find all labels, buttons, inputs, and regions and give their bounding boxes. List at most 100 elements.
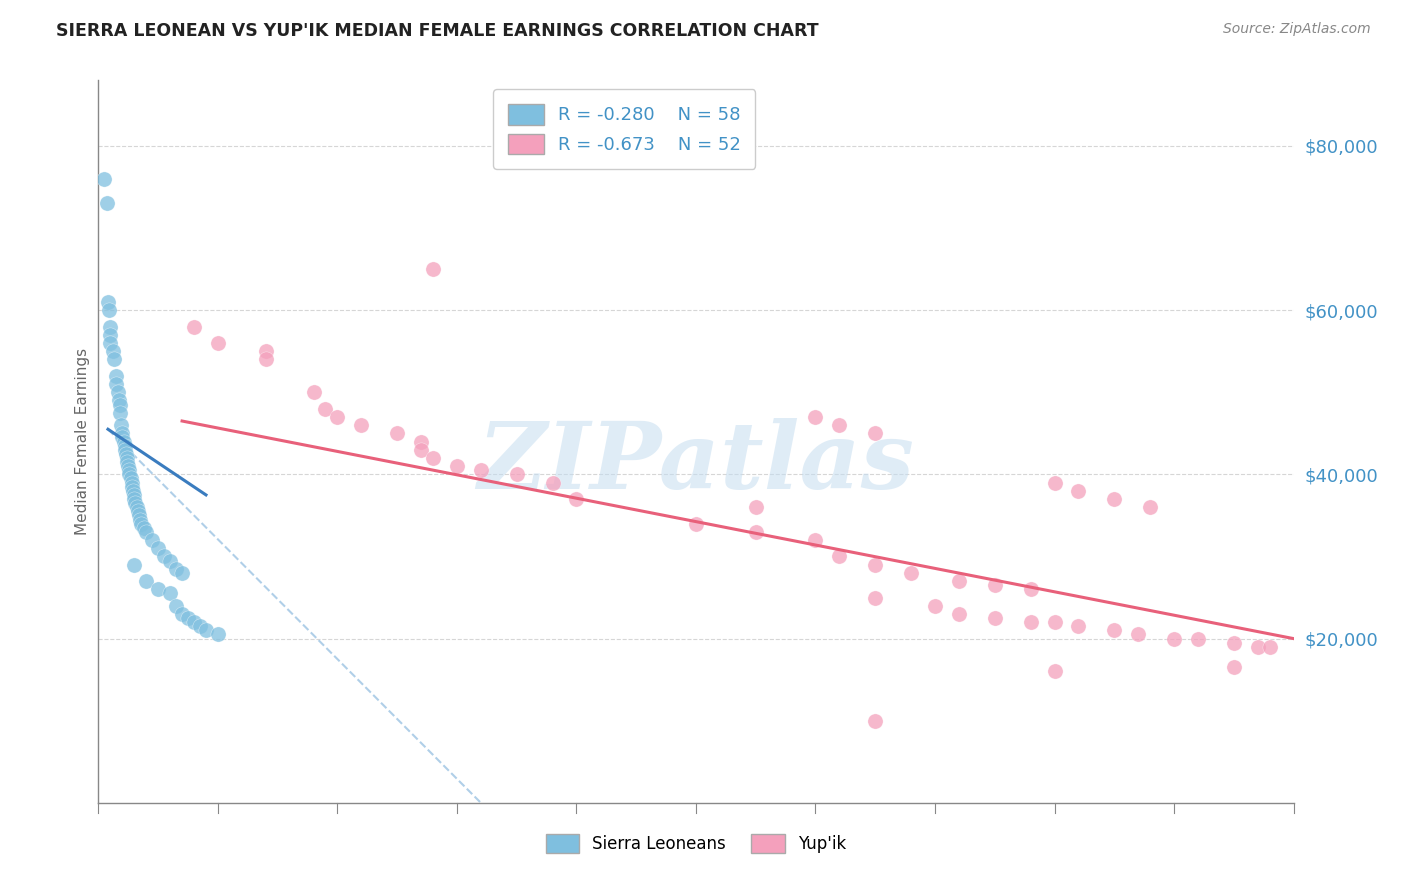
Point [108,406,131,420]
Point [148,582,170,597]
Point [183,319,205,334]
Point [984,578,1007,592]
Point [1223,660,1246,674]
Point [422,450,444,465]
Point [96,196,118,211]
Point [135,574,157,588]
Point [1067,483,1090,498]
Point [111,430,134,444]
Point [105,368,128,383]
Point [148,541,170,556]
Point [124,496,146,510]
Point [165,562,187,576]
Point [1139,500,1161,515]
Point [114,439,136,453]
Point [1128,627,1150,641]
Point [1043,615,1066,630]
Point [804,409,827,424]
Point [131,516,153,531]
Point [98,327,122,342]
Point [828,418,851,433]
Point [254,352,277,367]
Point [1163,632,1185,646]
Point [1067,619,1090,633]
Point [900,566,922,580]
Point [804,533,827,547]
Point [97,295,120,310]
Point [153,549,176,564]
Point [177,611,200,625]
Point [135,524,157,539]
Point [1043,665,1066,679]
Point [302,385,325,400]
Point [120,471,142,485]
Point [107,385,129,400]
Point [541,475,564,490]
Point [132,521,155,535]
Point [115,450,138,465]
Point [865,558,887,572]
Point [865,426,887,441]
Point [745,500,768,515]
Point [101,344,124,359]
Point [183,615,205,630]
Point [422,262,444,277]
Point [93,171,115,186]
Point [948,607,970,621]
Point [745,524,768,539]
Point [141,533,163,547]
Point [129,512,152,526]
Point [172,566,194,580]
Point [984,611,1007,625]
Point [127,504,149,518]
Point [121,480,143,494]
Legend: Sierra Leoneans, Yup'ik: Sierra Leoneans, Yup'ik [538,827,853,860]
Point [350,418,373,433]
Point [1223,636,1246,650]
Point [115,447,138,461]
Point [115,455,138,469]
Point [506,467,529,482]
Point [565,491,588,506]
Point [105,377,128,392]
Point [207,627,229,641]
Point [207,336,229,351]
Point [98,336,122,351]
Point [1019,615,1042,630]
Text: ZIPatlas: ZIPatlas [478,418,914,508]
Point [326,409,349,424]
Point [107,393,129,408]
Point [124,491,146,506]
Point [108,398,131,412]
Point [118,467,141,482]
Point [1258,640,1281,654]
Point [117,459,139,474]
Point [124,488,146,502]
Point [188,619,211,633]
Point [865,714,887,728]
Text: SIERRA LEONEAN VS YUP'IK MEDIAN FEMALE EARNINGS CORRELATION CHART: SIERRA LEONEAN VS YUP'IK MEDIAN FEMALE E… [56,22,818,40]
Point [924,599,946,613]
Point [948,574,970,588]
Point [865,591,887,605]
Point [411,434,433,449]
Point [446,459,468,474]
Point [110,418,132,433]
Point [828,549,851,564]
Point [1247,640,1270,654]
Point [124,558,146,572]
Point [1019,582,1042,597]
Point [195,624,218,638]
Text: Source: ZipAtlas.com: Source: ZipAtlas.com [1223,22,1371,37]
Y-axis label: Median Female Earnings: Median Female Earnings [75,348,90,535]
Point [111,426,134,441]
Point [112,434,135,449]
Point [315,401,337,416]
Point [1043,475,1066,490]
Point [411,442,433,457]
Point [98,319,122,334]
Point [385,426,409,441]
Point [1104,491,1126,506]
Point [98,303,121,318]
Point [1187,632,1209,646]
